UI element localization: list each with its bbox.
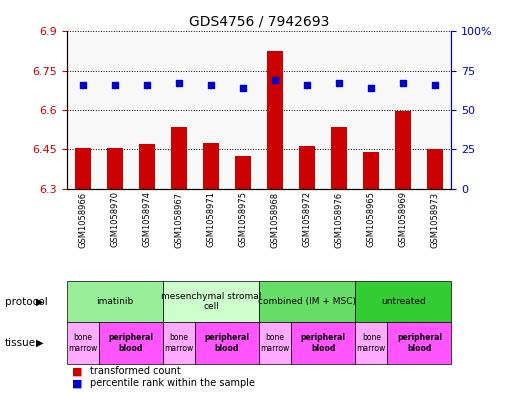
Text: imatinib: imatinib [96, 297, 133, 306]
Bar [299, 146, 315, 189]
Text: peripheral
blood: peripheral blood [205, 333, 249, 353]
Point [399, 80, 407, 86]
Text: untreated: untreated [381, 297, 426, 306]
Text: percentile rank within the sample: percentile rank within the sample [90, 378, 255, 388]
Point [239, 85, 247, 91]
Bar [203, 143, 219, 189]
Title: GDS4756 / 7942693: GDS4756 / 7942693 [189, 15, 329, 29]
Text: ■: ■ [72, 378, 82, 388]
Bar [331, 127, 347, 189]
Text: bone
marrow: bone marrow [164, 333, 193, 353]
Text: peripheral
blood: peripheral blood [397, 333, 442, 353]
Text: ■: ■ [72, 366, 82, 376]
Text: combined (IM + MSC): combined (IM + MSC) [258, 297, 356, 306]
Text: protocol: protocol [5, 297, 48, 307]
Point [111, 82, 119, 88]
Point [367, 85, 376, 91]
Point [207, 82, 215, 88]
Text: transformed count: transformed count [90, 366, 181, 376]
Bar [235, 156, 251, 189]
Bar [427, 149, 443, 189]
Point [143, 82, 151, 88]
Point [175, 80, 183, 86]
Bar [75, 148, 91, 189]
Text: peripheral
blood: peripheral blood [301, 333, 346, 353]
Text: mesenchymal stromal
cell: mesenchymal stromal cell [161, 292, 261, 311]
Text: ▶: ▶ [36, 297, 44, 307]
Bar [139, 143, 155, 189]
Point [271, 77, 279, 83]
Text: bone
marrow: bone marrow [261, 333, 290, 353]
Text: bone
marrow: bone marrow [357, 333, 386, 353]
Bar [267, 51, 283, 189]
Bar [396, 110, 411, 189]
Bar [363, 152, 379, 189]
Text: bone
marrow: bone marrow [68, 333, 97, 353]
Point [335, 80, 343, 86]
Text: ▶: ▶ [36, 338, 44, 348]
Bar [107, 148, 123, 189]
Text: tissue: tissue [5, 338, 36, 348]
Point [303, 82, 311, 88]
Point [431, 82, 440, 88]
Point [78, 82, 87, 88]
Bar [171, 127, 187, 189]
Text: peripheral
blood: peripheral blood [108, 333, 153, 353]
